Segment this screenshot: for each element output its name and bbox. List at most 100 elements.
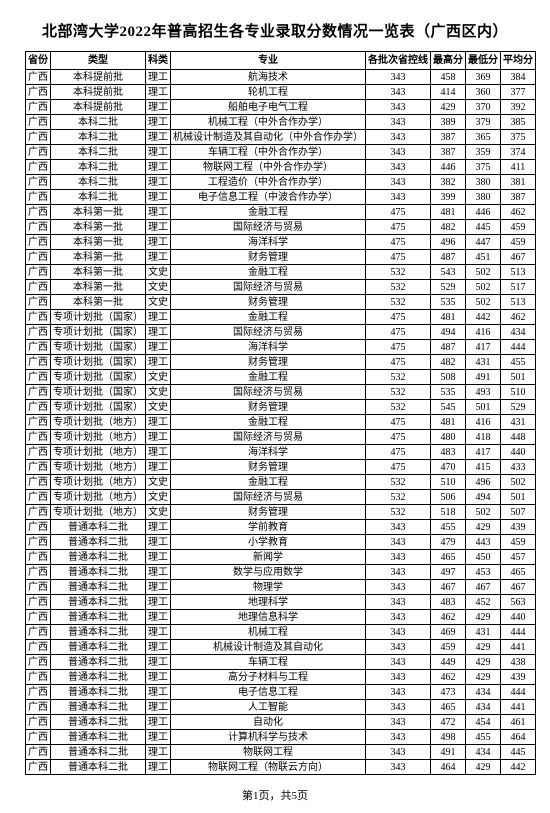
table-cell: 444 bbox=[501, 340, 536, 355]
table-cell: 小学教育 bbox=[171, 535, 366, 550]
table-cell: 494 bbox=[431, 325, 466, 340]
table-cell: 343 bbox=[366, 595, 431, 610]
table-cell: 451 bbox=[466, 250, 501, 265]
table-row: 广西普通本科二批理工物联网工程（物联云方向）343464429442 bbox=[26, 760, 536, 775]
table-cell: 理工 bbox=[146, 310, 171, 325]
table-cell: 理工 bbox=[146, 235, 171, 250]
table-cell: 理工 bbox=[146, 445, 171, 460]
table-cell: 445 bbox=[466, 220, 501, 235]
table-cell: 442 bbox=[501, 760, 536, 775]
table-row: 广西普通本科二批理工人工智能343465434441 bbox=[26, 700, 536, 715]
table-cell: 理工 bbox=[146, 745, 171, 760]
table-cell: 本科提前批 bbox=[51, 100, 146, 115]
table-cell: 普通本科二批 bbox=[51, 535, 146, 550]
table-row: 广西专项计划批（地方）理工海洋科学475483417440 bbox=[26, 445, 536, 460]
table-cell: 563 bbox=[501, 595, 536, 610]
table-cell: 343 bbox=[366, 730, 431, 745]
table-cell: 理工 bbox=[146, 250, 171, 265]
table-cell: 429 bbox=[466, 655, 501, 670]
table-cell: 普通本科二批 bbox=[51, 550, 146, 565]
table-cell: 416 bbox=[466, 415, 501, 430]
table-cell: 本科第一批 bbox=[51, 265, 146, 280]
col-line: 各批次省控线 bbox=[366, 52, 431, 70]
table-cell: 理工 bbox=[146, 100, 171, 115]
table-cell: 343 bbox=[366, 610, 431, 625]
table-row: 广西普通本科二批理工地理科学343483452563 bbox=[26, 595, 536, 610]
table-cell: 343 bbox=[366, 190, 431, 205]
table-row: 广西普通本科二批理工小学教育343479443459 bbox=[26, 535, 536, 550]
table-cell: 360 bbox=[466, 85, 501, 100]
table-cell: 543 bbox=[431, 265, 466, 280]
table-cell: 440 bbox=[501, 445, 536, 460]
table-cell: 电子信息工程（中波合作办学） bbox=[171, 190, 366, 205]
table-row: 广西专项计划批（地方）文史金融工程532510496502 bbox=[26, 475, 536, 490]
table-row: 广西本科二批理工机械工程（中外合作办学）343389379385 bbox=[26, 115, 536, 130]
table-cell: 广西 bbox=[26, 475, 51, 490]
table-row: 广西本科第一批文史财务管理532535502513 bbox=[26, 295, 536, 310]
table-cell: 467 bbox=[501, 580, 536, 595]
table-cell: 343 bbox=[366, 580, 431, 595]
table-cell: 广西 bbox=[26, 490, 51, 505]
table-cell: 金融工程 bbox=[171, 310, 366, 325]
table-cell: 专项计划批（国家） bbox=[51, 310, 146, 325]
table-cell: 343 bbox=[366, 640, 431, 655]
table-cell: 理工 bbox=[146, 145, 171, 160]
table-cell: 广西 bbox=[26, 175, 51, 190]
table-cell: 广西 bbox=[26, 595, 51, 610]
table-cell: 429 bbox=[466, 670, 501, 685]
table-cell: 专项计划批（地方） bbox=[51, 445, 146, 460]
table-cell: 475 bbox=[366, 235, 431, 250]
table-cell: 理工 bbox=[146, 190, 171, 205]
table-cell: 船舶电子电气工程 bbox=[171, 100, 366, 115]
table-cell: 467 bbox=[501, 250, 536, 265]
table-cell: 414 bbox=[431, 85, 466, 100]
table-cell: 普通本科二批 bbox=[51, 610, 146, 625]
table-row: 广西普通本科二批理工机械设计制造及其自动化343459429441 bbox=[26, 640, 536, 655]
table-row: 广西专项计划批（国家）文史财务管理532545501529 bbox=[26, 400, 536, 415]
table-row: 广西本科第一批理工国际经济与贸易475482445459 bbox=[26, 220, 536, 235]
table-cell: 广西 bbox=[26, 340, 51, 355]
table-cell: 本科二批 bbox=[51, 160, 146, 175]
table-cell: 本科第一批 bbox=[51, 250, 146, 265]
table-cell: 广西 bbox=[26, 415, 51, 430]
table-cell: 429 bbox=[466, 760, 501, 775]
table-cell: 343 bbox=[366, 175, 431, 190]
table-cell: 467 bbox=[466, 580, 501, 595]
table-row: 广西专项计划批（地方）理工国际经济与贸易475480418448 bbox=[26, 430, 536, 445]
table-cell: 国际经济与贸易 bbox=[171, 325, 366, 340]
table-cell: 487 bbox=[431, 250, 466, 265]
table-cell: 473 bbox=[431, 685, 466, 700]
table-cell: 479 bbox=[431, 535, 466, 550]
table-row: 广西专项计划批（国家）文史国际经济与贸易532535493510 bbox=[26, 385, 536, 400]
table-cell: 467 bbox=[431, 580, 466, 595]
table-cell: 446 bbox=[431, 160, 466, 175]
table-cell: 专项计划批（国家） bbox=[51, 385, 146, 400]
table-cell: 理工 bbox=[146, 130, 171, 145]
table-row: 广西普通本科二批理工计算机科学与技术343498455464 bbox=[26, 730, 536, 745]
table-cell: 理工 bbox=[146, 610, 171, 625]
table-cell: 理工 bbox=[146, 340, 171, 355]
table-cell: 地理信息科学 bbox=[171, 610, 366, 625]
table-cell: 343 bbox=[366, 700, 431, 715]
table-cell: 文史 bbox=[146, 400, 171, 415]
table-cell: 462 bbox=[431, 670, 466, 685]
table-cell: 369 bbox=[466, 70, 501, 85]
table-cell: 343 bbox=[366, 70, 431, 85]
table-row: 广西专项计划批（国家）理工金融工程475481442462 bbox=[26, 310, 536, 325]
table-cell: 本科二批 bbox=[51, 115, 146, 130]
table-cell: 343 bbox=[366, 100, 431, 115]
table-row: 广西普通本科二批理工车辆工程343449429438 bbox=[26, 655, 536, 670]
table-cell: 财务管理 bbox=[171, 295, 366, 310]
table-cell: 财务管理 bbox=[171, 250, 366, 265]
table-cell: 本科提前批 bbox=[51, 85, 146, 100]
table-cell: 475 bbox=[366, 415, 431, 430]
table-cell: 387 bbox=[431, 130, 466, 145]
table-cell: 理工 bbox=[146, 640, 171, 655]
table-cell: 532 bbox=[366, 280, 431, 295]
table-cell: 518 bbox=[431, 505, 466, 520]
table-cell: 广西 bbox=[26, 625, 51, 640]
table-cell: 专项计划批（地方） bbox=[51, 505, 146, 520]
table-cell: 374 bbox=[501, 145, 536, 160]
table-cell: 普通本科二批 bbox=[51, 595, 146, 610]
col-province: 省份 bbox=[26, 52, 51, 70]
